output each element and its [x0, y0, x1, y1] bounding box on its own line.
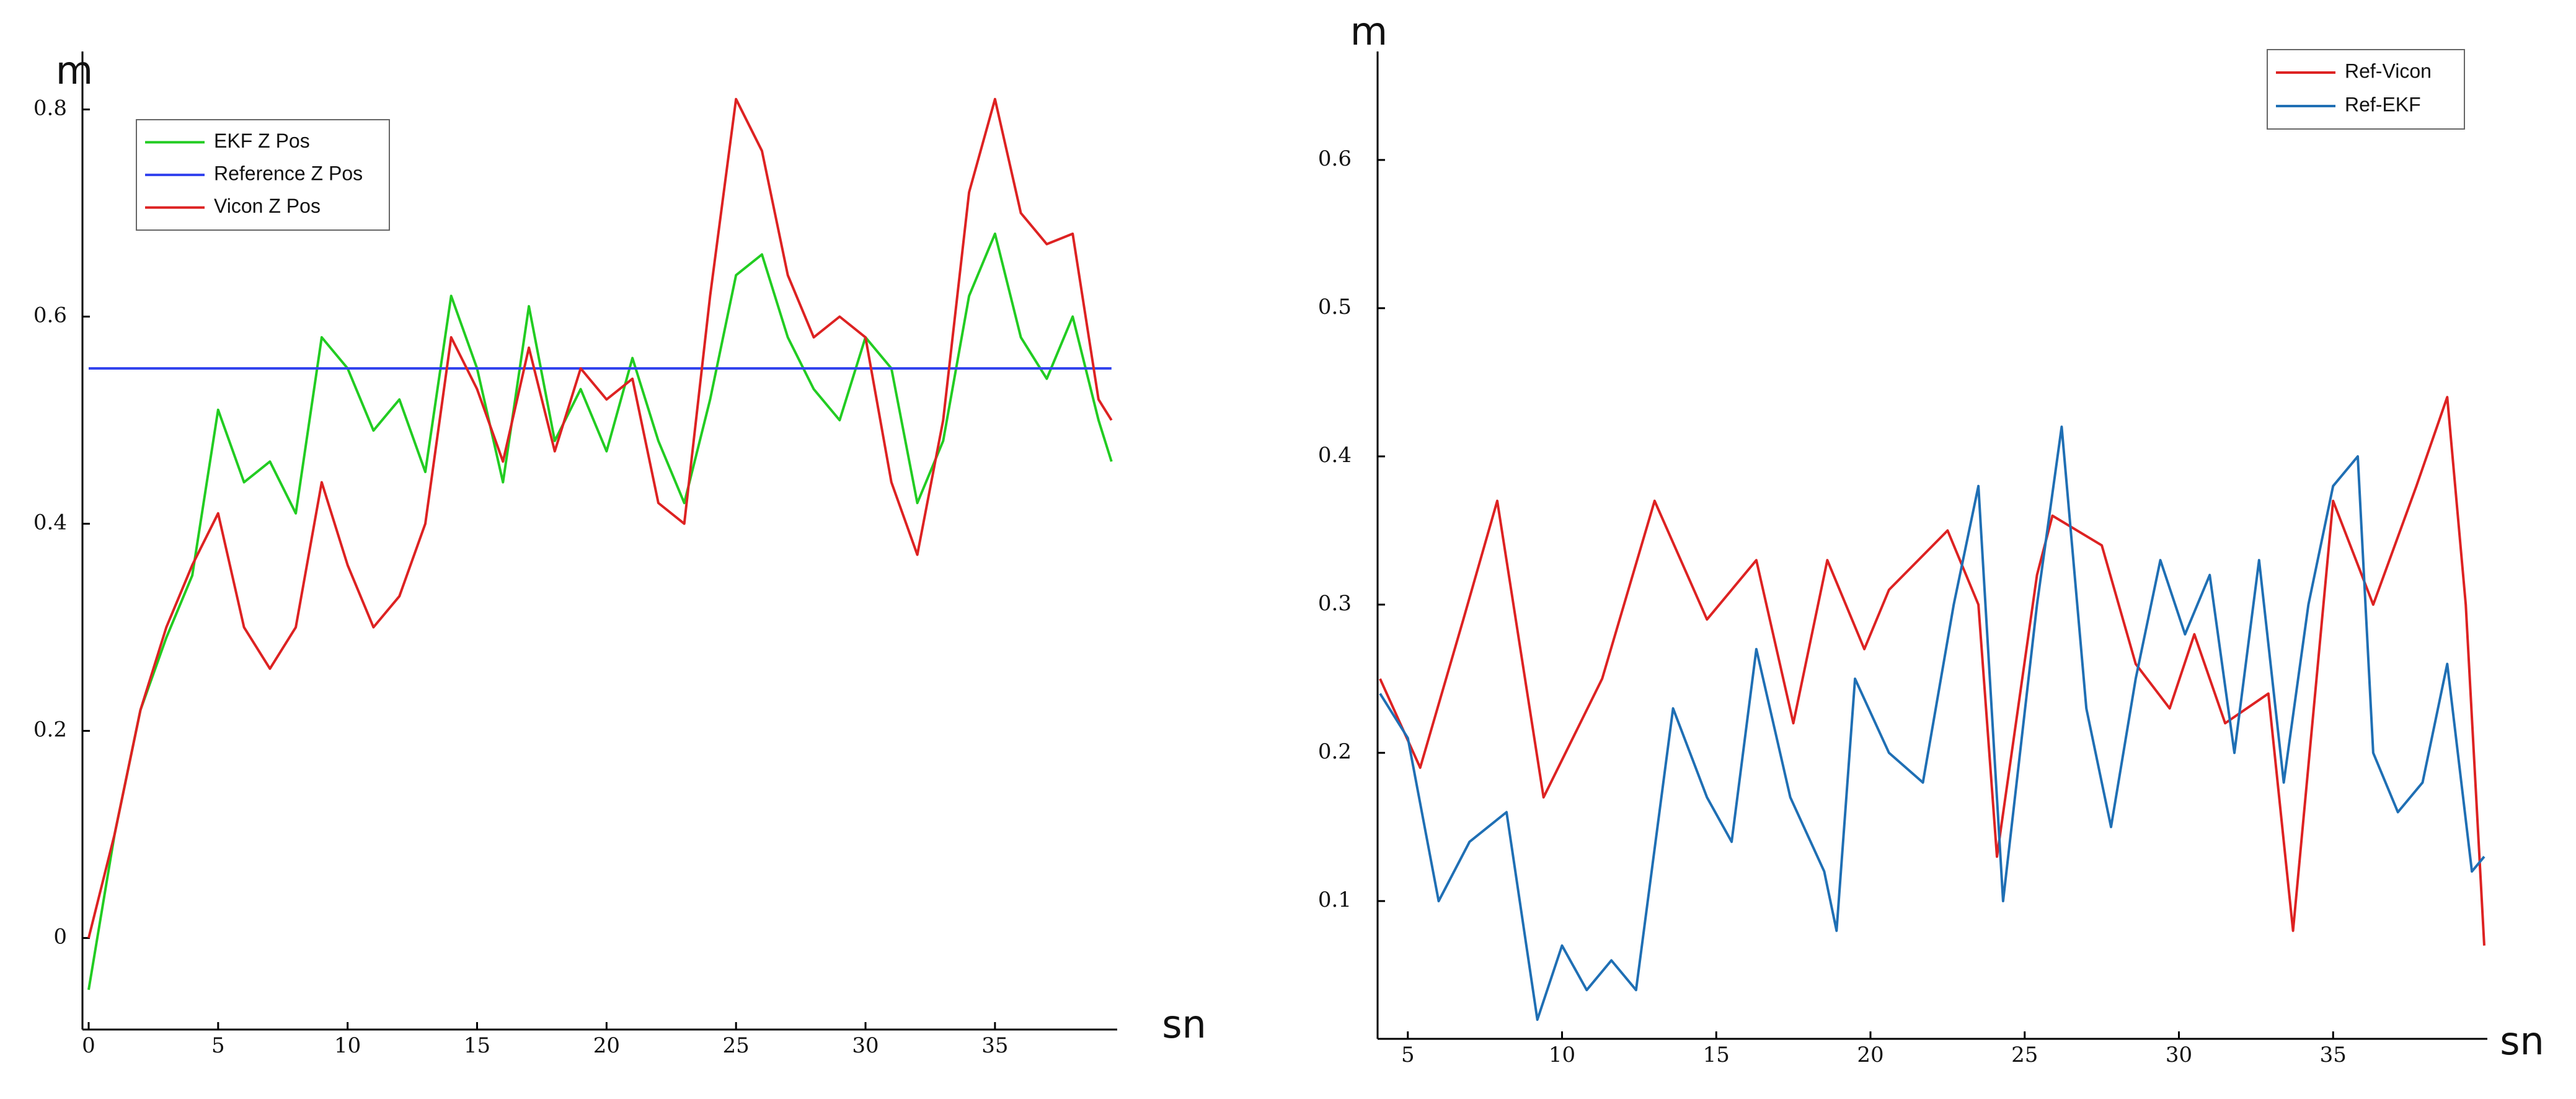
legend-label: Ref-EKF — [2345, 93, 2421, 115]
legend: Ref-Vicon Ref-EKF — [2267, 49, 2465, 130]
x-axis-label: sn — [2500, 1018, 2544, 1064]
x-tick-label: 35 — [981, 1033, 1008, 1058]
y-tick-label: 0.4 — [33, 510, 67, 535]
y-tick-label: 0.6 — [33, 303, 67, 327]
y-tick-label: 0 — [53, 924, 67, 949]
series-line — [87, 232, 1113, 990]
y-tick-label: 0.1 — [1318, 888, 1352, 912]
x-tick-label: 35 — [2320, 1043, 2347, 1067]
legend: EKF Z Pos Reference Z Pos Vicon Z Pos — [136, 119, 390, 231]
legend-label: EKF Z Pos — [214, 130, 310, 152]
x-tick-label: 10 — [334, 1033, 361, 1058]
y-tick-label: 0.3 — [1318, 591, 1352, 616]
series-line — [87, 97, 1113, 938]
y-tick-label: 0.8 — [33, 96, 67, 120]
legend-box — [2267, 49, 2465, 130]
legend-label: Vicon Z Pos — [214, 195, 321, 217]
y-tick-label: 0.2 — [1318, 739, 1352, 764]
x-tick-label: 5 — [1401, 1043, 1415, 1067]
x-tick-label: 25 — [723, 1033, 750, 1058]
x-tick-label: 15 — [1703, 1043, 1730, 1067]
x-tick-label: 0 — [82, 1033, 95, 1058]
x-tick-label: 20 — [593, 1033, 620, 1058]
x-tick-label: 5 — [211, 1033, 225, 1058]
x-axis-label: sn — [1162, 1002, 1206, 1047]
x-tick-label: 20 — [1857, 1043, 1883, 1067]
legend-label: Reference Z Pos — [214, 162, 363, 184]
series-line — [1379, 425, 2485, 1021]
x-tick-label: 30 — [852, 1033, 879, 1058]
y-tick-label: 0.4 — [1318, 443, 1352, 468]
y-axis-label: m — [56, 48, 93, 93]
legend-label: Ref-Vicon — [2345, 60, 2432, 82]
x-tick-label: 25 — [2011, 1043, 2038, 1067]
y-tick-label: 0.6 — [1318, 146, 1352, 171]
x-tick-label: 30 — [2166, 1043, 2192, 1067]
y-tick-label: 0.2 — [33, 717, 67, 742]
x-tick-label: 15 — [464, 1033, 490, 1058]
series-line — [1379, 396, 2485, 946]
x-tick-label: 10 — [1549, 1043, 1575, 1067]
y-tick-label: 0.5 — [1318, 295, 1352, 319]
y-axis-label: m — [1350, 9, 1388, 54]
